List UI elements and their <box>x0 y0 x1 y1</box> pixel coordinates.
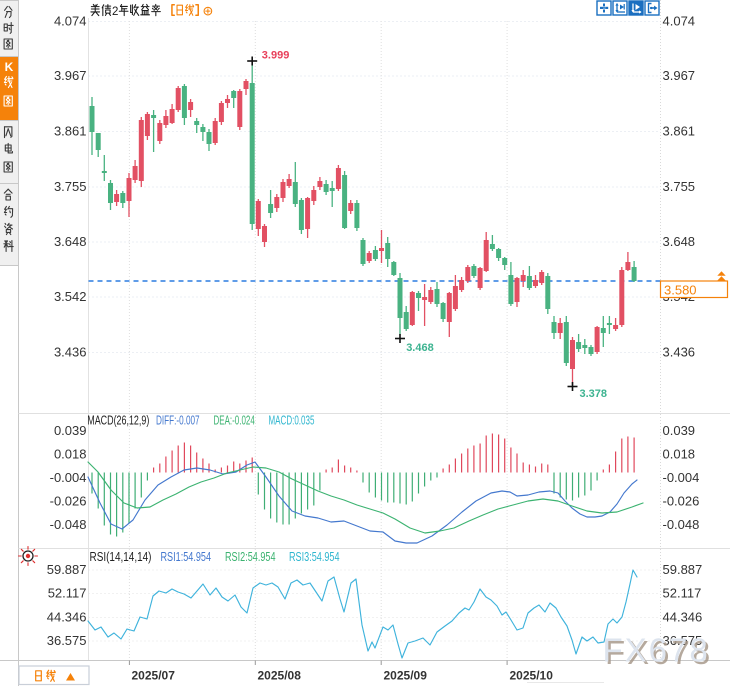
svg-text:2025/07: 2025/07 <box>132 669 176 683</box>
svg-text:0.018: 0.018 <box>54 447 87 462</box>
svg-text:2025/09: 2025/09 <box>384 669 428 683</box>
svg-text:3.967: 3.967 <box>54 68 87 83</box>
svg-text:RSI3:54.954: RSI3:54.954 <box>289 550 340 564</box>
svg-text:3.999: 3.999 <box>262 50 290 62</box>
svg-text:-0.048: -0.048 <box>663 517 700 532</box>
svg-text:-0.026: -0.026 <box>50 494 87 509</box>
svg-text:0.039: 0.039 <box>54 423 87 438</box>
svg-text:MACD:0.035: MACD:0.035 <box>269 414 315 428</box>
svg-text:3.648: 3.648 <box>54 234 87 249</box>
svg-text:52.117: 52.117 <box>48 586 87 601</box>
svg-text:RSI(14,14,14): RSI(14,14,14) <box>90 550 152 564</box>
svg-text:0.039: 0.039 <box>663 423 696 438</box>
svg-text:2: 2 <box>112 6 118 18</box>
svg-text:DEA:-0.024: DEA:-0.024 <box>214 414 255 428</box>
svg-text:K: K <box>5 60 14 74</box>
svg-text:36.575: 36.575 <box>47 633 87 648</box>
svg-text:3.378: 3.378 <box>580 388 608 400</box>
svg-text:3.436: 3.436 <box>663 345 696 360</box>
svg-text:-0.004: -0.004 <box>663 470 700 485</box>
svg-text:52.117: 52.117 <box>663 586 702 601</box>
svg-text:3.755: 3.755 <box>663 179 696 194</box>
svg-text:-0.026: -0.026 <box>663 494 700 509</box>
svg-text:4.074: 4.074 <box>663 14 696 29</box>
svg-text:-0.004: -0.004 <box>50 470 87 485</box>
svg-text:44.346: 44.346 <box>663 610 703 625</box>
svg-text:DIFF:-0.007: DIFF:-0.007 <box>156 414 200 428</box>
svg-text:FX678: FX678 <box>603 632 710 669</box>
svg-text:4.074: 4.074 <box>54 14 87 29</box>
svg-text:RSI2:54.954: RSI2:54.954 <box>225 550 276 564</box>
svg-text:MACD(26,12,9): MACD(26,12,9) <box>87 414 149 428</box>
svg-text:3.861: 3.861 <box>54 124 87 139</box>
svg-text:3.967: 3.967 <box>663 68 696 83</box>
svg-text:0.018: 0.018 <box>663 447 696 462</box>
svg-text:3.468: 3.468 <box>406 342 434 354</box>
svg-text:3.755: 3.755 <box>54 179 87 194</box>
svg-text:3.436: 3.436 <box>54 345 87 360</box>
svg-text:3.580: 3.580 <box>664 283 697 298</box>
svg-text:RSI1:54.954: RSI1:54.954 <box>161 550 212 564</box>
svg-text:2025/10: 2025/10 <box>510 669 554 683</box>
svg-text:44.346: 44.346 <box>47 610 87 625</box>
svg-text:36.575: 36.575 <box>663 633 703 648</box>
svg-text:59.887: 59.887 <box>47 562 87 577</box>
svg-text:-0.048: -0.048 <box>50 517 87 532</box>
svg-text:59.887: 59.887 <box>663 562 703 577</box>
svg-text:3.542: 3.542 <box>54 289 87 304</box>
svg-text:3.861: 3.861 <box>663 124 696 139</box>
svg-text:3.648: 3.648 <box>663 234 696 249</box>
svg-text:2025/08: 2025/08 <box>258 669 302 683</box>
svg-text:FX678: FX678 <box>605 634 712 671</box>
